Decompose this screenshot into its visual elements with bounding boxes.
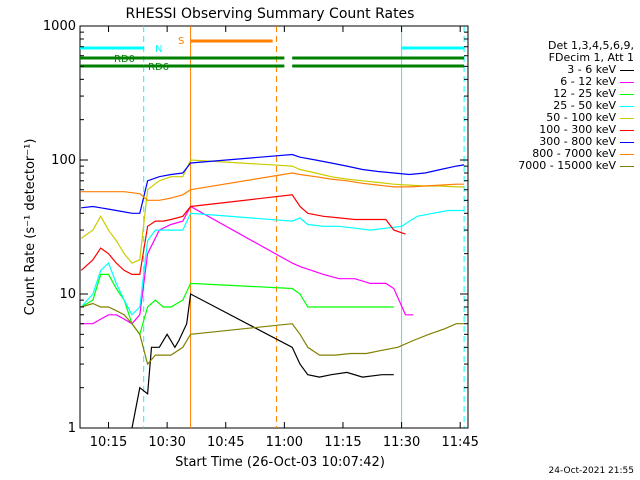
- legend-item-1: 6 - 12 keV: [518, 76, 634, 88]
- legend-item-2: 12 - 25 keV: [518, 88, 634, 100]
- legend-header-line-2: FDecim 1, Att 1: [548, 51, 634, 64]
- legend-swatch: [620, 129, 634, 131]
- legend-label: 3 - 6 keV: [567, 63, 616, 76]
- legend-header-line-1: Det 1,3,4,5,6,9,: [547, 39, 634, 52]
- series-line-1: [81, 205, 414, 325]
- legend-item-4: 50 - 100 keV: [518, 112, 634, 124]
- legend-swatch: [620, 117, 634, 119]
- series-line-2: [80, 273, 394, 336]
- legend-label: 6 - 12 keV: [560, 75, 616, 88]
- legend-swatch: [620, 93, 634, 95]
- legend: Det 1,3,4,5,6,9, FDecim 1, Att 1 3 - 6 k…: [518, 40, 634, 172]
- legend-swatch: [620, 81, 634, 83]
- chart-title: RHESSI Observing Summary Count Rates: [126, 6, 415, 22]
- legend-item-7: 800 - 7000 keV: [518, 148, 634, 160]
- x-tick-label-5: 11:30: [383, 435, 420, 450]
- x-tick-label-6: 11:45: [441, 435, 478, 450]
- series-line-0: [131, 293, 394, 429]
- y-axis-label: Count Rate (s⁻¹ detector⁻¹): [23, 139, 38, 316]
- series-line-5: [80, 194, 406, 275]
- x-tick-label-0: 10:15: [90, 435, 127, 450]
- series-line-6: [81, 153, 465, 214]
- legend-label: 300 - 800 keV: [539, 135, 616, 148]
- series-line-4: [80, 159, 465, 264]
- legend-label: 800 - 7000 keV: [532, 147, 616, 160]
- legend-swatch: [620, 69, 634, 71]
- footer-timestamp: 24-Oct-2021 21:55: [548, 466, 634, 476]
- y-tick-label-2: 100: [51, 153, 76, 168]
- y-tick-label-1: 10: [59, 287, 76, 302]
- x-tick-label-3: 11:00: [266, 435, 303, 450]
- series-line-7: [81, 172, 465, 201]
- annotation-label-2: RD0: [114, 54, 135, 65]
- legend-swatch: [620, 141, 634, 143]
- y-tick-label-3: 1000: [43, 19, 76, 34]
- legend-label: 7000 - 15000 keV: [518, 159, 616, 172]
- annotation-label-3: RD6: [148, 62, 169, 73]
- legend-label: 12 - 25 keV: [553, 87, 616, 100]
- annotation-label-0: N: [155, 44, 162, 55]
- legend-item-3: 25 - 50 keV: [518, 100, 634, 112]
- legend-item-8: 7000 - 15000 keV: [518, 160, 634, 172]
- legend-item-5: 100 - 300 keV: [518, 124, 634, 136]
- legend-item-6: 300 - 800 keV: [518, 136, 634, 148]
- legend-label: 50 - 100 keV: [546, 111, 616, 124]
- legend-label: 100 - 300 keV: [539, 123, 616, 136]
- x-axis-label: Start Time (26-Oct-03 10:07:42): [175, 455, 385, 470]
- legend-label: 25 - 50 keV: [553, 99, 616, 112]
- x-tick-label-4: 11:15: [324, 435, 361, 450]
- series-line-3: [80, 209, 465, 316]
- legend-swatch: [620, 105, 634, 107]
- legend-item-0: 3 - 6 keV: [518, 64, 634, 76]
- annotation-bars: N S RD0 RD6: [80, 36, 465, 73]
- legend-swatch: [620, 165, 634, 167]
- annotation-label-1: S: [178, 36, 184, 47]
- series-line-8: [81, 302, 465, 366]
- legend-swatch: [620, 153, 634, 155]
- plot-frame: [79, 25, 469, 429]
- series-layer: [80, 153, 465, 429]
- vertical-markers: [143, 26, 465, 428]
- y-tick-label-0: 1: [68, 421, 76, 436]
- axis-ticks: 10:15 10:30 10:45 11:00 11:15 11:30 11:45 1 10 10…: [43, 19, 479, 450]
- x-tick-label-1: 10:30: [148, 435, 185, 450]
- x-tick-label-2: 10:45: [207, 435, 244, 450]
